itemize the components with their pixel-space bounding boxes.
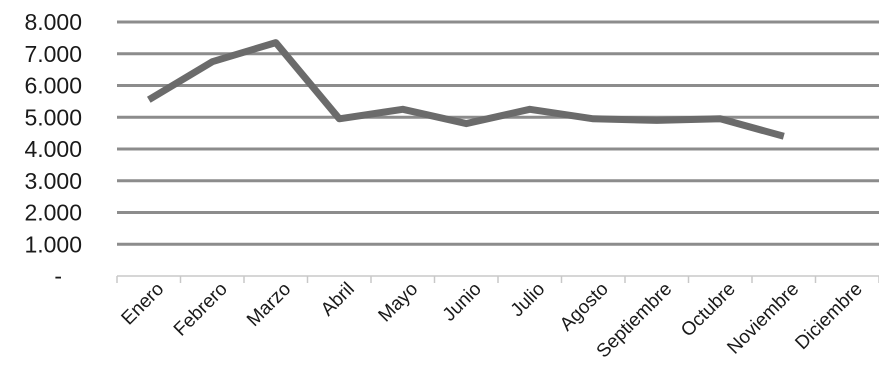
x-tick-label: Abril [317, 279, 359, 321]
y-tick-label: 8.000 [24, 9, 82, 35]
y-tick-label: 6.000 [24, 73, 82, 99]
x-tick-label: Junio [439, 279, 486, 326]
x-tick-label: Marzo [243, 279, 295, 331]
x-tick-label: Febrero [170, 279, 232, 341]
x-tick-label: Enero [118, 279, 169, 330]
x-tick-label: Mayo [375, 279, 423, 327]
y-axis-labels: - 1.000 2.000 3.000 4.000 5.000 6.000 7.000 8.00… [24, 9, 82, 289]
y-tick-label: 2.000 [24, 200, 82, 226]
x-tick-label: Agosto [556, 279, 613, 336]
y-tick-label: 4.000 [24, 136, 82, 162]
y-tick-label: 3.000 [24, 168, 82, 194]
x-tick-label: Julio [507, 279, 549, 321]
y-tick-label: - [54, 263, 62, 289]
y-tick-label: 5.000 [24, 104, 82, 130]
x-tick-label: Octubre [677, 279, 740, 342]
y-tick-label: 7.000 [24, 41, 82, 67]
x-axis [116, 275, 879, 283]
series-line-0 [146, 39, 785, 140]
series-lines [146, 39, 785, 140]
x-axis-labels: Enero Febrero Marzo Abril Mayo Junio Julio Agos… [118, 279, 867, 363]
y-tick-label: 1.000 [24, 231, 82, 257]
x-tick-label: Diciembre [791, 279, 866, 354]
